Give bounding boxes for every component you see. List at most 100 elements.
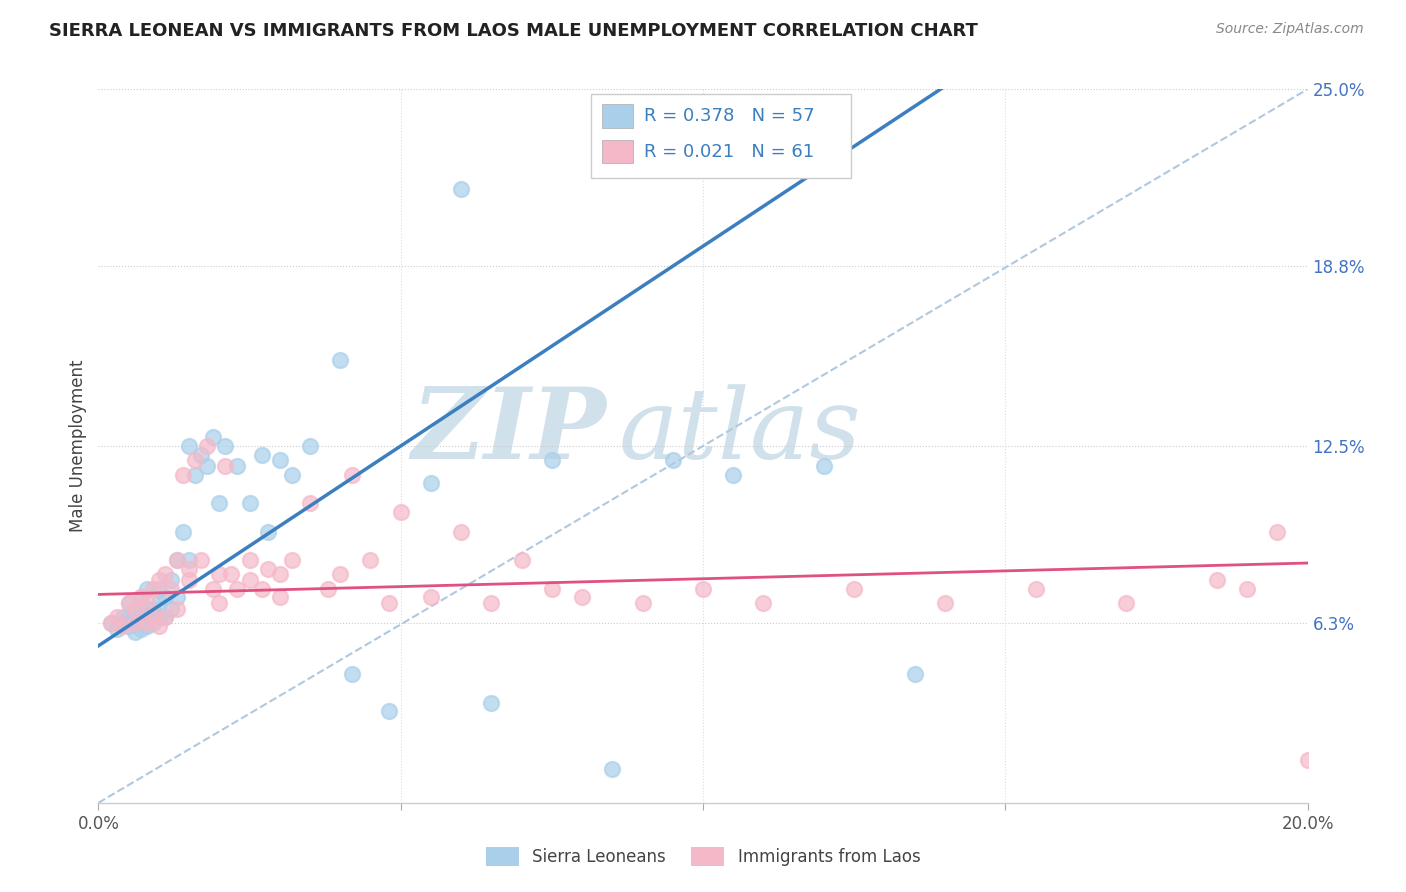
Point	[129, 601, 152, 615]
Point	[111, 610, 134, 624]
Point	[540, 582, 562, 596]
Point	[135, 582, 157, 596]
Point	[166, 601, 188, 615]
Point	[269, 567, 291, 582]
Point	[904, 667, 927, 681]
Point	[172, 524, 194, 539]
Point	[316, 582, 339, 596]
Point	[179, 553, 201, 567]
Point	[239, 496, 262, 510]
Point	[172, 467, 194, 482]
Point	[100, 615, 122, 630]
Point	[239, 573, 262, 587]
Point	[377, 596, 399, 610]
Legend: Sierra Leoneans, Immigrants from Laos: Sierra Leoneans, Immigrants from Laos	[479, 840, 927, 873]
Point	[631, 596, 654, 610]
Point	[723, 467, 745, 482]
Point	[129, 591, 152, 605]
Point	[129, 613, 152, 627]
Point	[195, 439, 218, 453]
Point	[377, 705, 399, 719]
Point	[329, 353, 352, 368]
Point	[148, 573, 170, 587]
Point	[166, 553, 188, 567]
Point	[160, 582, 183, 596]
Point	[250, 448, 273, 462]
Point	[256, 524, 278, 539]
Point	[153, 610, 176, 624]
Point	[166, 591, 188, 605]
Point	[118, 596, 141, 610]
Point	[329, 567, 352, 582]
Point	[195, 458, 218, 473]
Point	[420, 476, 443, 491]
Point	[118, 610, 141, 624]
Text: Source: ZipAtlas.com: Source: ZipAtlas.com	[1216, 22, 1364, 37]
Text: R = 0.021   N = 61: R = 0.021 N = 61	[644, 143, 814, 161]
Point	[1024, 582, 1046, 596]
Point	[153, 567, 176, 582]
Point	[281, 553, 304, 567]
Point	[153, 591, 176, 605]
Point	[118, 619, 141, 633]
Point	[118, 596, 141, 610]
Point	[208, 496, 231, 510]
Point	[481, 696, 503, 710]
Point	[269, 591, 291, 605]
Point	[540, 453, 562, 467]
Point	[184, 467, 207, 482]
Point	[342, 467, 364, 482]
Point	[844, 582, 866, 596]
Point	[692, 582, 714, 596]
Point	[179, 439, 201, 453]
Point	[184, 453, 207, 467]
Point	[360, 553, 382, 567]
Point	[450, 524, 472, 539]
Point	[148, 610, 170, 624]
Point	[148, 582, 170, 596]
Text: atlas: atlas	[619, 384, 860, 479]
Point	[1296, 753, 1319, 767]
Point	[389, 505, 412, 519]
Point	[269, 453, 291, 467]
Point	[481, 596, 503, 610]
Y-axis label: Male Unemployment: Male Unemployment	[69, 359, 87, 533]
Point	[148, 596, 170, 610]
Point	[299, 439, 322, 453]
Point	[129, 622, 152, 636]
Point	[202, 430, 225, 444]
Point	[135, 601, 157, 615]
Point	[752, 596, 775, 610]
Point	[124, 624, 146, 639]
Point	[142, 601, 165, 615]
Point	[934, 596, 956, 610]
Point	[239, 553, 262, 567]
Point	[179, 562, 201, 576]
Point	[148, 619, 170, 633]
Point	[250, 582, 273, 596]
Point	[1115, 596, 1137, 610]
Point	[100, 615, 122, 630]
Point	[190, 553, 212, 567]
Point	[420, 591, 443, 605]
Point	[510, 553, 533, 567]
Text: SIERRA LEONEAN VS IMMIGRANTS FROM LAOS MALE UNEMPLOYMENT CORRELATION CHART: SIERRA LEONEAN VS IMMIGRANTS FROM LAOS M…	[49, 22, 979, 40]
Point	[160, 601, 183, 615]
Point	[299, 496, 322, 510]
Point	[1267, 524, 1289, 539]
Point	[124, 615, 146, 630]
Point	[202, 582, 225, 596]
Point	[111, 615, 134, 630]
Point	[226, 582, 249, 596]
Point	[813, 458, 835, 473]
Point	[105, 622, 128, 636]
Point	[221, 567, 243, 582]
Text: R = 0.378   N = 57: R = 0.378 N = 57	[644, 107, 814, 125]
Point	[166, 553, 188, 567]
Point	[124, 601, 146, 615]
Point	[661, 453, 683, 467]
Point	[179, 573, 201, 587]
Point	[450, 182, 472, 196]
Point	[153, 610, 176, 624]
Point	[602, 762, 624, 776]
